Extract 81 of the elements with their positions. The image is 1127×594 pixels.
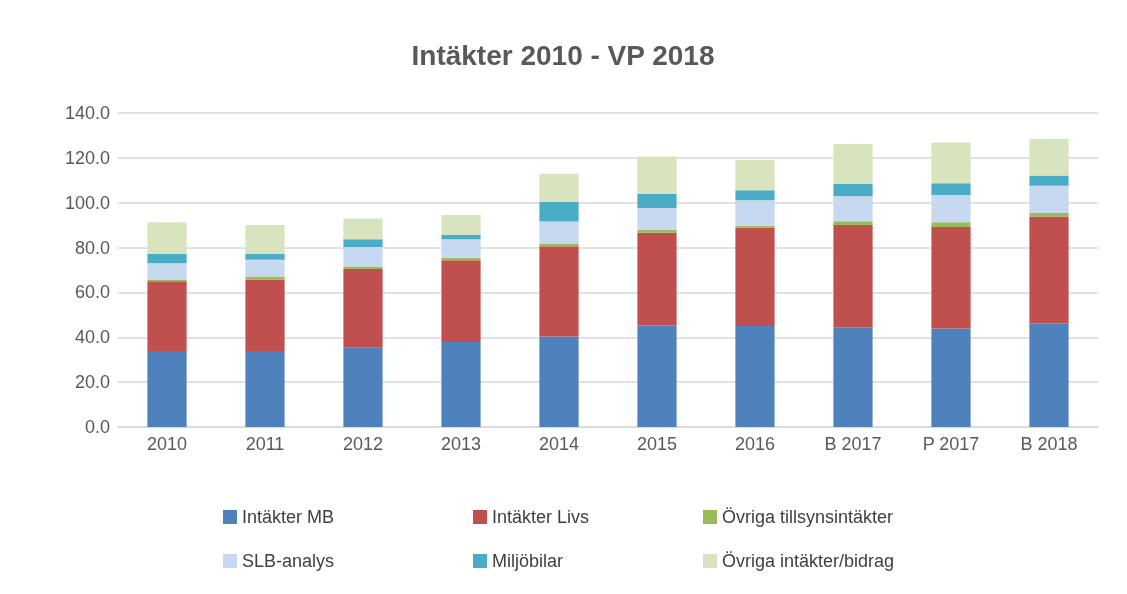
bar (539, 221, 579, 244)
bar (539, 246, 579, 337)
x-tick-label: B 2018 (1020, 434, 1078, 454)
bar (931, 226, 971, 329)
bar (539, 336, 579, 427)
y-tick-label: 60.0 (74, 282, 110, 303)
bar (343, 246, 383, 267)
y-tick-label: 100.0 (64, 192, 110, 213)
bar (735, 326, 775, 427)
legend-label: Övriga intäkter/bidrag (722, 551, 895, 571)
bar (833, 196, 873, 222)
legend-label: Miljöbilar (492, 551, 564, 571)
bar (147, 253, 187, 264)
bar (833, 221, 873, 225)
bar (637, 229, 677, 233)
x-tick-label: 2013 (440, 434, 482, 454)
bar (833, 224, 873, 328)
bar (637, 325, 677, 427)
x-tick-label: 2010 (146, 434, 188, 454)
bar (931, 183, 971, 196)
bar (735, 160, 775, 191)
bar (343, 347, 383, 427)
bar (735, 200, 775, 226)
legend-label: Övriga tillsynsintäkter (722, 507, 894, 527)
bar (735, 190, 775, 201)
bar (833, 183, 873, 197)
chart-title: Intäkter 2010 - VP 2018 (411, 39, 715, 71)
bar (1029, 216, 1069, 324)
bar (931, 222, 971, 227)
x-tick-label: P 2017 (922, 434, 980, 454)
bar (441, 260, 481, 342)
y-tick-label: 80.0 (74, 237, 110, 258)
bar (637, 208, 677, 230)
bar (1029, 323, 1069, 427)
x-tick-label: 2014 (538, 434, 580, 454)
bar (147, 281, 187, 351)
bar (539, 202, 579, 222)
bar (637, 232, 677, 326)
bar (637, 193, 677, 209)
x-tick-label: 2015 (636, 434, 678, 454)
bar (637, 156, 677, 194)
legend-label: SLB-analys (242, 551, 335, 571)
x-tick-label: B 2017 (824, 434, 882, 454)
bar (833, 143, 873, 184)
bar (245, 224, 285, 254)
y-tick-label: 0.0 (84, 417, 110, 437)
x-tick-label: 2012 (342, 434, 384, 454)
bar (245, 259, 285, 277)
bar (441, 215, 481, 235)
y-tick-label: 120.0 (64, 147, 110, 168)
bar (441, 342, 481, 427)
bar (441, 239, 481, 258)
bar (441, 234, 481, 240)
bar (931, 142, 971, 184)
bar (1029, 213, 1069, 217)
bar (1029, 185, 1069, 214)
bar (147, 263, 187, 280)
bar (931, 328, 971, 427)
bar (539, 173, 579, 203)
bar (735, 227, 775, 327)
x-tick-label: 2016 (734, 434, 776, 454)
bar (343, 268, 383, 348)
legend-label: Intäkter Livs (492, 507, 590, 527)
bar (1029, 175, 1069, 186)
bar (147, 350, 187, 427)
bar (245, 279, 285, 351)
bar (245, 350, 285, 427)
legend-label: Intäkter MB (242, 507, 335, 527)
y-tick-label: 40.0 (74, 327, 110, 348)
x-tick-label: 2011 (245, 434, 285, 454)
y-tick-label: 140.0 (64, 103, 110, 123)
bar (833, 327, 873, 427)
bar (147, 222, 187, 254)
bar (245, 253, 285, 260)
bar (735, 225, 775, 228)
bar (1029, 139, 1069, 176)
bar (343, 266, 383, 269)
bar (343, 218, 383, 240)
bar (343, 239, 383, 247)
bar (931, 195, 971, 223)
y-tick-label: 20.0 (74, 372, 110, 393)
